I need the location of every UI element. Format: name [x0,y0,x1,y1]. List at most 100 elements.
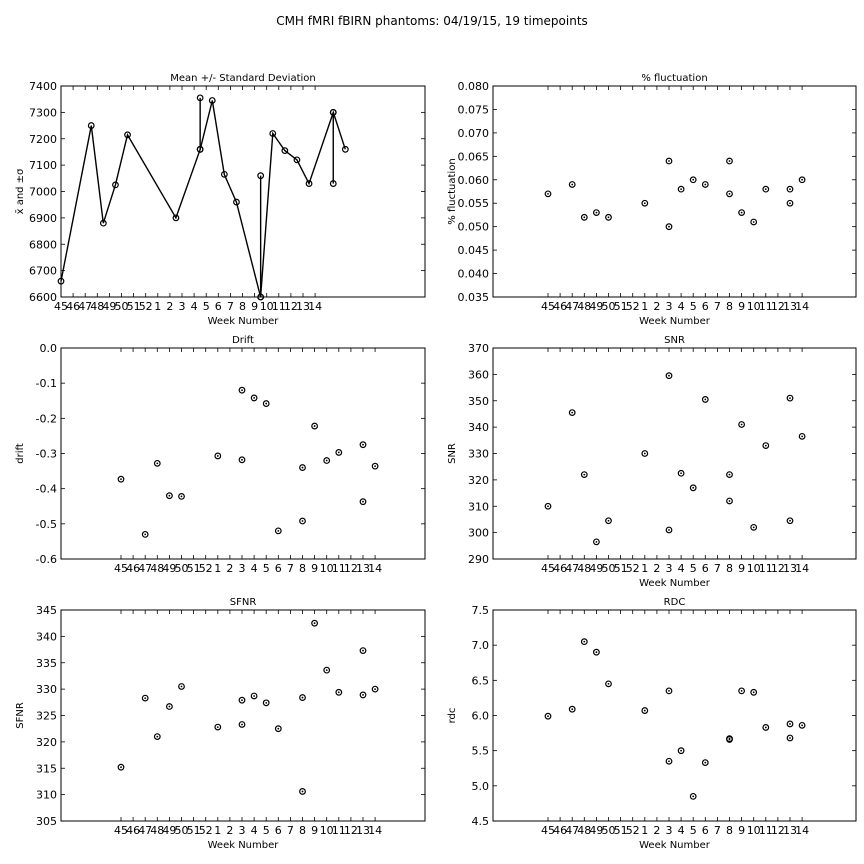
data-point [359,498,367,506]
data-point-center [180,685,183,688]
y-tick-label: -0.5 [36,518,57,531]
y-tick-label: 0.050 [458,221,490,234]
x-tick-label: 11 [759,300,773,313]
x-tick-label: 46 [126,562,140,575]
x-tick-label: 47 [138,562,152,575]
y-tick-label: 5.5 [472,745,490,758]
data-point [665,372,673,380]
y-tick-label: 0.070 [458,127,490,140]
y-tick-label: 345 [36,604,57,617]
y-tick-label: 315 [36,762,57,775]
data-point-center [764,444,767,447]
x-tick-label: 14 [368,562,382,575]
subplot-2: 0.035 0.040 0.045 0.050 0.055 0.060 0.065 0.070… [447,73,857,327]
data-point-center [728,473,731,476]
x-tick-label: 46 [553,300,567,313]
x-tick-label: 48 [90,300,104,313]
data-point-center [374,465,376,468]
x-tick-label: 48 [150,562,164,575]
x-tick-label: 3 [666,562,673,575]
data-point [238,721,246,728]
x-tick-label: 47 [565,300,579,313]
data-point [665,157,673,165]
y-tick-label: 7000 [29,186,57,199]
data-point [299,788,306,795]
y-tick-label: 7.0 [472,639,490,652]
data-point [274,527,282,535]
data-point [233,198,240,206]
data-point [689,484,697,492]
y-tick-label: 0.0 [40,342,58,355]
y-tick-label: 7400 [29,80,57,93]
data-point-center [607,216,610,219]
data-point [178,683,185,690]
x-tick-label: 9 [251,300,258,313]
x-tick-label: 1 [641,300,648,313]
data-point [786,720,794,728]
x-tick-label: 48 [150,824,164,837]
data-point [798,432,806,440]
x-tick-label: 1 [214,824,221,837]
x-tick-label: 13 [783,824,797,837]
data-point [250,394,258,402]
data-point-center [265,701,268,704]
x-tick-label: 48 [577,562,591,575]
data-point [323,457,331,464]
data-point-center [313,622,316,625]
data-point [786,517,794,525]
data-point-center [740,211,743,214]
x-tick-label: 11 [272,300,286,313]
x-tick-label: 5 [263,562,270,575]
y-tick-label: 5.0 [472,780,490,793]
y-tick-label: 330 [468,448,489,461]
data-point-center [643,709,646,712]
data-point-center [643,202,646,205]
axes-frame [492,609,857,822]
x-tick-label: 9 [738,300,745,313]
data-point [250,692,258,700]
data-point-center [668,760,670,763]
data-point [172,214,180,222]
x-tick-label: 2 [653,300,660,313]
x-tick-label: 1 [641,562,648,575]
y-tick-label: 300 [468,527,489,540]
data-point [178,493,185,500]
y-tick-label: 330 [36,683,57,696]
data-point [220,170,228,178]
data-point [665,687,673,695]
x-tick-label: 9 [738,824,745,837]
data-point [568,705,576,713]
data-point-center [156,735,159,738]
data-point [677,185,685,193]
series-line [60,100,346,298]
data-point [726,736,733,743]
x-tick-label: 5 [263,824,270,837]
data-point-center [362,443,364,446]
x-tick-label: 14 [795,562,809,575]
data-point-center [253,695,256,697]
data-point-center [180,495,183,498]
data-point [786,199,794,207]
x-tick-label: 3 [239,562,246,575]
data-point [738,209,745,217]
y-tick-label: 0.035 [458,291,490,304]
x-tick-label: 1 [154,300,161,313]
data-point [238,696,246,704]
subplot-title: SFNR [230,597,257,608]
x-tick-label: 48 [577,300,591,313]
x-tick-label: 47 [565,824,579,837]
data-point [208,97,216,104]
data-point-center [728,500,731,502]
x-tick-label: 45 [541,562,555,575]
data-point-center [144,533,147,536]
x-tick-label: 11 [332,824,346,837]
data-point [568,181,576,188]
x-tick-label: 13 [356,824,370,837]
data-point [689,176,697,184]
x-tick-label: 2 [653,562,660,575]
data-point [124,131,131,139]
y-tick-label: 320 [468,474,489,487]
data-point [214,452,222,460]
data-point [738,421,745,428]
x-tick-label: 4 [678,300,685,313]
